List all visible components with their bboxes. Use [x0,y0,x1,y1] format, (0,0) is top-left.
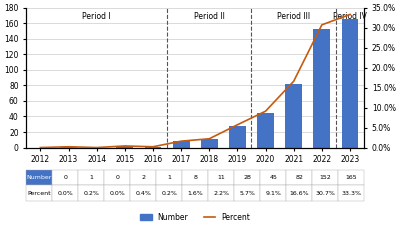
Bar [60,147,77,148]
Text: Period III: Period III [277,12,310,21]
Bar [116,146,133,148]
Bar [229,126,246,148]
Bar [285,84,302,148]
Bar [314,30,330,148]
Bar [201,139,218,148]
Text: Period II: Period II [194,12,225,21]
Bar [173,141,190,148]
Text: Period IV: Period IV [333,12,367,21]
Text: Period I: Period I [82,12,111,21]
Bar [257,113,274,148]
Bar [342,19,358,148]
Bar [144,147,162,148]
Legend: Number, Percent: Number, Percent [137,210,253,225]
